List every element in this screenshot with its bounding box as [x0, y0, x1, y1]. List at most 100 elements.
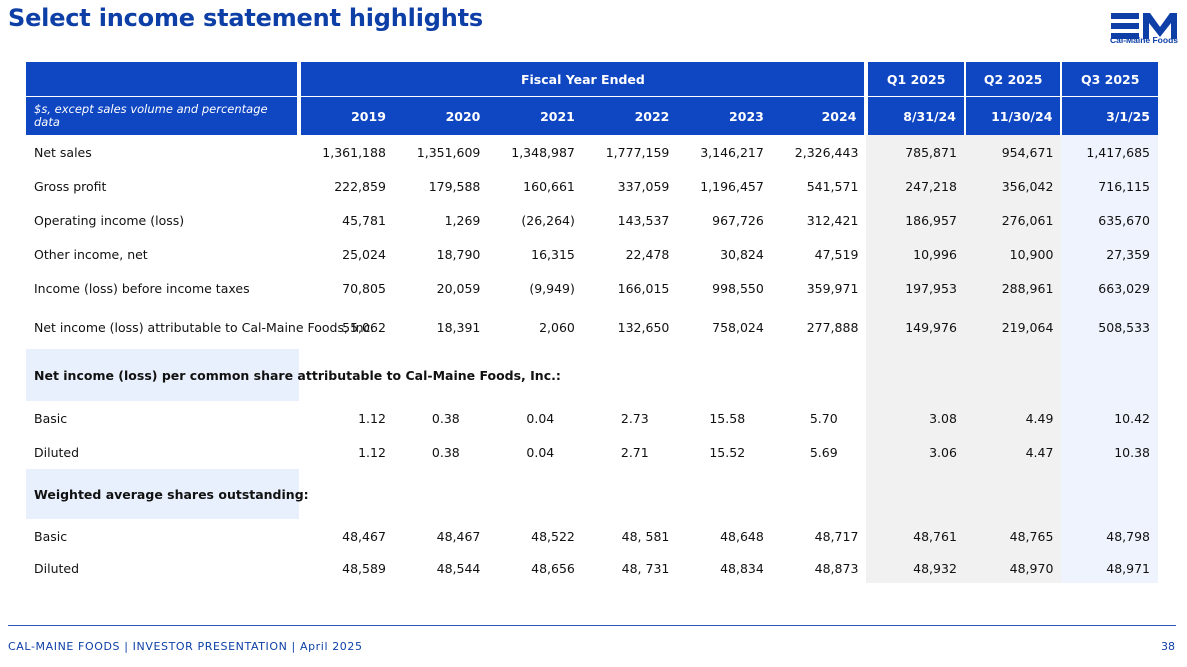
row-label: Other income, net: [34, 246, 148, 262]
table-cell: 16,315: [531, 246, 575, 262]
table-cell: 967,726: [712, 212, 764, 228]
table-cell: 954,671: [964, 135, 1062, 169]
table-cell: 337,059: [617, 178, 670, 194]
table-cell: 70,805: [342, 280, 386, 296]
table-cell: (9,949): [529, 280, 575, 296]
table-cell: 48,522: [531, 528, 575, 544]
table-cell: 1,417,685: [1061, 135, 1158, 169]
row-label: Diluted: [34, 560, 80, 576]
column-header: 2020: [393, 96, 489, 135]
table-cell: 2.73: [620, 410, 649, 426]
table-cell: 219,064: [964, 305, 1062, 349]
row-label: Net sales: [34, 144, 92, 160]
table-cell: 635,670: [1061, 203, 1158, 237]
table-cell: 48,932: [866, 553, 965, 583]
header-row-top: Fiscal Year Ended Q1 2025 Q2 2025 Q3 202…: [26, 62, 1158, 97]
table-cell: 1,269: [444, 212, 481, 228]
table-cell: 20,059: [436, 280, 481, 296]
table-row: Income (loss) before income taxes 70,805…: [26, 271, 1158, 305]
section-title-shares: Weighted average shares outstanding:: [26, 469, 309, 519]
table-cell: 10,900: [964, 237, 1062, 271]
income-statement-table: Fiscal Year Ended Q1 2025 Q2 2025 Q3 202…: [26, 62, 1158, 583]
table-cell: 10.38: [1061, 435, 1158, 469]
table-cell: 5.69: [809, 444, 838, 460]
table-cell: 48,656: [531, 560, 575, 576]
table-cell: 27,359: [1061, 237, 1158, 271]
table-row: Diluted 48,589 48,544 48,656 48, 731 48,…: [26, 553, 1158, 583]
table-cell: 541,571: [806, 178, 859, 194]
table-row: Basic 1.12 0.38 0.04 2.73 15.58 5.70 3.0…: [26, 401, 1158, 435]
table-cell: 663,029: [1061, 271, 1158, 305]
table-cell: 276,061: [964, 203, 1062, 237]
section-row-eps: Net income (loss) per common share attri…: [26, 349, 1158, 401]
table-cell: 2,326,443: [794, 144, 859, 160]
logo-caption: Cal-Maine Foods: [1109, 35, 1178, 45]
page-title: Select income statement highlights: [8, 4, 483, 32]
table-cell: 48,761: [866, 519, 965, 553]
page-number: 38: [1161, 640, 1175, 653]
table-cell: 0.38: [431, 444, 460, 460]
table-cell: 0.04: [526, 444, 555, 460]
table-cell: 179,588: [428, 178, 481, 194]
table-cell: 22,478: [625, 246, 670, 262]
quarter-header-q3: Q3 2025: [1060, 62, 1158, 97]
table-row: Net sales 1,361,188 1,351,609 1,348,987 …: [26, 135, 1158, 169]
table-cell: 48,717: [814, 528, 859, 544]
table-cell: 288,961: [964, 271, 1062, 305]
table-cell: 716,115: [1061, 169, 1158, 203]
column-header: 2021: [488, 96, 583, 135]
table-cell: 48,467: [436, 528, 481, 544]
table-cell: 186,957: [866, 203, 965, 237]
table-cell: 1.12: [358, 410, 386, 426]
table-cell: 197,953: [866, 271, 965, 305]
table-cell: 1,196,457: [700, 178, 764, 194]
table-cell: 5.70: [809, 410, 838, 426]
table-cell: 48,544: [436, 560, 481, 576]
column-header: 11/30/24: [963, 96, 1062, 135]
table-cell: 48,834: [720, 560, 764, 576]
footer-divider: [8, 625, 1176, 626]
footer-text: CAL-MAINE FOODS | INVESTOR PRESENTATION …: [8, 640, 363, 653]
table-cell: 508,533: [1061, 305, 1158, 349]
table-cell: 48,873: [814, 560, 859, 576]
table-cell: 4.47: [964, 435, 1062, 469]
table-cell: 277,888: [806, 319, 859, 335]
quarter-header-q2: Q2 2025: [963, 62, 1062, 97]
table-cell: 1.12: [358, 444, 386, 460]
unit-label: $s, except sales volume and percentage d…: [26, 96, 300, 135]
table-cell: 48,765: [964, 519, 1062, 553]
table-cell: 10.42: [1061, 401, 1158, 435]
table-cell: 15.58: [709, 410, 746, 426]
table-cell: 3.06: [866, 435, 965, 469]
table-cell: 25,024: [342, 246, 386, 262]
table-cell: 18,790: [436, 246, 481, 262]
table-cell: 10,996: [866, 237, 965, 271]
table-cell: 1,777,159: [605, 144, 670, 160]
table-cell: 0.38: [431, 410, 460, 426]
column-header: 8/31/24: [864, 96, 965, 135]
table-cell: 132,650: [617, 319, 670, 335]
header-row-columns: $s, except sales volume and percentage d…: [26, 96, 1158, 135]
table-row: Basic 48,467 48,467 48,522 48, 581 48,64…: [26, 519, 1158, 553]
table-cell: 4.49: [964, 401, 1062, 435]
table-cell: 2.71: [620, 444, 649, 460]
section-title-eps: Net income (loss) per common share attri…: [26, 349, 561, 401]
table-cell: 312,421: [806, 212, 859, 228]
header-blank: [26, 62, 300, 97]
table-cell: 48, 581: [621, 528, 670, 544]
table-cell: 47,519: [814, 246, 859, 262]
table-cell: 160,661: [523, 178, 575, 194]
column-header: 3/1/25: [1060, 96, 1158, 135]
table-cell: 758,024: [712, 319, 764, 335]
column-header: 2022: [582, 96, 678, 135]
table-cell: 247,218: [866, 169, 965, 203]
table-cell: 15.52: [709, 444, 746, 460]
row-label: Income (loss) before income taxes: [34, 280, 250, 296]
table-cell: 359,971: [806, 280, 859, 296]
table-cell: 0.04: [526, 410, 555, 426]
column-header: 2019: [297, 96, 394, 135]
table-cell: 48,798: [1061, 519, 1158, 553]
table-cell: (26,264): [521, 212, 575, 228]
table-cell: 48,589: [342, 560, 386, 576]
table-cell: 48, 731: [621, 560, 670, 576]
